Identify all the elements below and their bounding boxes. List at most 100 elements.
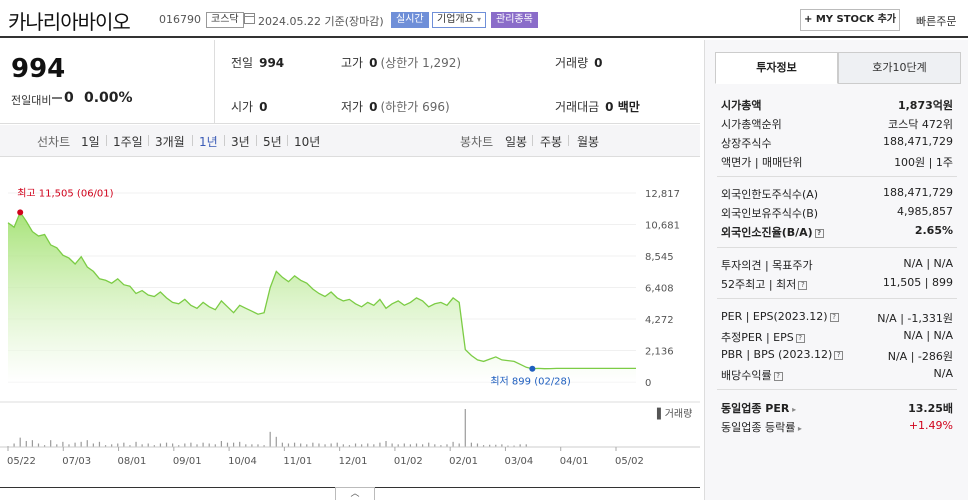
chevron-up-icon: ︿ xyxy=(350,489,360,499)
x-tick-label: 04/01 xyxy=(560,456,589,467)
tab-investment-info[interactable]: 투자정보 xyxy=(715,52,838,84)
info-label: 상장주식수 xyxy=(721,137,772,150)
period-3y[interactable]: 3년 xyxy=(231,135,250,149)
low-price: 저가 0 (하한가 696) xyxy=(341,100,450,114)
high-price: 고가 0 (상한가 1,292) xyxy=(341,56,462,70)
current-price: 994 xyxy=(11,54,66,84)
x-tick-label: 08/01 xyxy=(118,456,147,467)
candle-monthly[interactable]: 월봉 xyxy=(577,135,600,149)
help-icon[interactable]: ? xyxy=(798,281,808,290)
managed-stock-badge: 관리종목 xyxy=(491,12,538,28)
foreign-ownership-group: 외국인한도주식수(A) 188,471,729 외국인보유주식수(B) 4,985,8… xyxy=(721,184,953,241)
x-tick-label: 05/22 xyxy=(7,456,36,467)
info-row: PBR | BPS (2023.12)? N/A | -286원 xyxy=(721,346,953,365)
info-row: 외국인한도주식수(A) 188,471,729 xyxy=(721,184,953,203)
candle-weekly[interactable]: 주봉 xyxy=(540,135,563,149)
x-tick-label: 09/01 xyxy=(173,456,202,467)
calendar-icon xyxy=(244,13,255,24)
candle-daily[interactable]: 일봉 xyxy=(505,135,528,149)
y-tick-label: 8,545 xyxy=(645,252,674,263)
info-label: 시가총액순위 xyxy=(721,118,782,131)
help-icon[interactable]: ? xyxy=(829,313,839,322)
candle-chart-label: 봉차트 xyxy=(460,135,494,149)
chevron-right-icon[interactable]: ▸ xyxy=(795,424,802,433)
valuation-group: PER | EPS(2023.12)? N/A | -1,331원 추정PER | … xyxy=(721,308,953,384)
info-value: N/A | N/A xyxy=(903,329,953,342)
help-icon[interactable]: ? xyxy=(773,372,783,381)
period-1y[interactable]: 1년 xyxy=(199,135,218,149)
period-5y[interactable]: 5년 xyxy=(263,135,282,149)
info-row: 상장주식수 188,471,729 xyxy=(721,133,953,152)
divider xyxy=(717,247,957,248)
x-tick-label: 03/04 xyxy=(504,456,533,467)
unchanged-icon xyxy=(52,97,62,99)
info-value: N/A | -286원 xyxy=(887,350,953,363)
x-tick-label: 01/02 xyxy=(394,456,423,467)
info-value: 11,505 | 899 xyxy=(882,276,953,289)
min-marker xyxy=(529,365,536,372)
y-tick-label: 2,136 xyxy=(645,347,674,358)
divider xyxy=(256,135,257,146)
info-value: N/A | N/A xyxy=(903,257,953,270)
chevron-down-icon: ▾ xyxy=(477,15,482,24)
info-row: 시가총액순위 코스닥 472위 xyxy=(721,114,953,133)
info-label: 외국인소진율(B/A)? xyxy=(721,224,824,240)
min-label: 최저 899 (02/28) xyxy=(490,376,571,388)
x-tick-label: 05/02 xyxy=(615,456,644,467)
realtime-button[interactable]: 실시간 xyxy=(391,12,429,28)
y-tick-label: 4,272 xyxy=(645,315,674,326)
divider xyxy=(106,135,107,146)
info-row: 동일업종 PER ▸ 13.25배 xyxy=(721,398,953,417)
chevron-right-icon[interactable]: ▸ xyxy=(789,405,797,414)
line-chart-label: 선차트 xyxy=(37,135,71,149)
change-value: 0 xyxy=(64,90,74,106)
info-row: 시가총액 1,873억원 xyxy=(721,95,953,114)
info-row: 투자의견 | 목표주가 N/A | N/A xyxy=(721,255,953,274)
info-label: PBR | BPS (2023.12)? xyxy=(721,348,844,361)
divider xyxy=(717,298,957,299)
info-value: N/A | -1,331원 xyxy=(877,312,953,325)
y-tick-label: 10,681 xyxy=(645,221,680,232)
info-label: 동일업종 등락률 ▸ xyxy=(721,421,802,434)
quick-order-link[interactable]: 빠른주문 xyxy=(916,15,957,28)
change-percent: 0.00% xyxy=(84,90,133,106)
info-row: 동일업종 등락률 ▸ +1.49% xyxy=(721,417,953,436)
info-label: 시가총액 xyxy=(721,99,762,112)
open-price: 시가 0 xyxy=(231,100,268,114)
help-icon[interactable]: ? xyxy=(795,334,805,343)
trade-amount: 거래대금 0 백만 xyxy=(555,100,640,114)
volume: 거래량 0 xyxy=(555,56,603,70)
change-label: 전일대비 xyxy=(11,94,52,107)
price-chart[interactable]: 12,817 10,681 8,545 6,408 4,272 2,136 0 ▌거래량 0… xyxy=(0,158,700,488)
info-row: 외국인보유주식수(B) 4,985,857 xyxy=(721,203,953,222)
period-1w[interactable]: 1주일 xyxy=(113,135,143,149)
period-3m[interactable]: 3개월 xyxy=(155,135,185,149)
tab-orderbook[interactable]: 호가10단계 xyxy=(838,52,961,84)
divider xyxy=(192,135,193,146)
x-tick-label: 02/01 xyxy=(449,456,478,467)
stock-code: 016790 xyxy=(159,13,201,26)
x-tick-label: 12/01 xyxy=(339,456,368,467)
divider xyxy=(568,135,569,146)
info-label: 52주최고 | 최저? xyxy=(721,276,808,292)
y-tick-label: 0 xyxy=(645,378,651,389)
add-mystock-button[interactable]: + MY STOCK 추가 xyxy=(800,9,900,31)
divider xyxy=(287,135,288,146)
info-label: 추정PER | EPS? xyxy=(721,329,805,345)
help-icon[interactable]: ? xyxy=(814,229,824,238)
x-tick-label: 11/01 xyxy=(283,456,312,467)
info-label: 액면가 | 매매단위 xyxy=(721,156,803,169)
stock-header: 카나리아바이오 016790 코스닥 2024.05.22 기준(장마감) 실시… xyxy=(0,0,968,38)
period-10y[interactable]: 10년 xyxy=(294,135,321,149)
company-info-dropdown[interactable]: 기업개요 ▾ xyxy=(432,12,487,28)
info-label: 투자의견 | 목표주가 xyxy=(721,259,813,272)
market-badge: 코스닥 xyxy=(206,12,244,28)
help-icon[interactable]: ? xyxy=(834,351,844,360)
info-label: 동일업종 PER ▸ xyxy=(721,402,797,415)
collapse-chart-button[interactable]: ︿ xyxy=(335,487,375,500)
divider xyxy=(717,389,957,390)
price-area xyxy=(8,212,636,382)
info-value: 1,873억원 xyxy=(897,99,953,112)
period-1d[interactable]: 1일 xyxy=(81,135,100,149)
